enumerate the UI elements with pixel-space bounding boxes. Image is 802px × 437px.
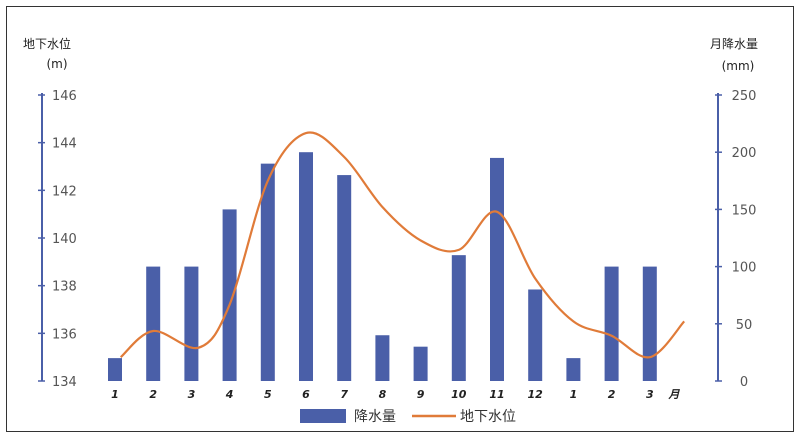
bar [337,175,352,381]
bar [490,157,504,381]
bar [604,266,619,381]
x-axis-tick-label: 4 [225,388,234,401]
legend-bar-swatch [300,409,346,423]
bar [528,289,543,381]
chart-frame [6,6,794,432]
x-axis-tick-label: 10 [451,388,467,401]
x-axis-tick-label: 6 [302,388,310,401]
bar [184,266,199,381]
right-axis-tick-label: 0 [740,375,748,390]
bar [413,346,428,381]
left-axis-tick-label: 138 [52,280,77,295]
legend-line-label: 地下水位 [460,409,516,425]
bar [108,358,122,381]
left-axis-tick-label: 140 [52,232,77,247]
bar [260,163,275,381]
right-axis-tick-label: 150 [732,203,757,218]
line-series [119,131,686,359]
x-axis-tick-label: 9 [417,388,425,401]
x-axis-tick-label: 2 [608,388,616,401]
x-axis-tick-label: 11 [489,388,504,401]
bar [566,358,581,381]
right-axis-tick-label: 100 [732,261,757,276]
groundwater-line [119,131,686,359]
right-axis-tick-label: 50 [736,318,753,333]
right-axis-tick-label: 200 [732,146,757,161]
bar [222,209,237,381]
bar [642,266,657,381]
bar [299,152,313,381]
right-axis: 月降水量 (mm) 0 50 100 150 200 250 [710,37,758,390]
left-axis-unit: (m) [46,57,67,71]
x-axis-tick-label: 3 [646,388,654,401]
right-axis-title: 月降水量 [710,37,758,51]
left-axis-tick-label: 142 [52,184,77,199]
x-axis-labels: 1 2 3 4 5 6 7 8 9 10 11 12 1 2 3 月 [111,388,680,401]
x-axis-tick-label: 7 [340,388,348,401]
x-axis-tick-label: 12 [528,388,544,401]
right-axis-tick-label: 250 [732,89,757,104]
bar-series [108,152,657,381]
left-axis-tick-label: 146 [52,89,77,104]
x-axis-tick-label: 5 [264,388,272,401]
x-axis-tick-label: 8 [379,388,387,401]
bar [375,335,390,381]
legend: 降水量 地下水位 [300,409,516,425]
left-axis: 地下水位 (m) 134 136 138 140 142 144 146 [23,36,77,390]
x-axis-unit: 月 [668,388,681,401]
x-axis-tick-label: 3 [188,388,196,401]
x-axis-tick-label: 2 [149,388,157,401]
left-axis-tick-label: 134 [52,375,77,390]
bar [451,255,466,381]
legend-bar-label: 降水量 [354,409,396,425]
left-axis-tick-label: 136 [52,327,77,342]
left-axis-tick-label: 144 [52,137,77,152]
x-axis-tick-label: 1 [111,388,119,401]
x-axis-tick-label: 1 [570,388,578,401]
right-axis-unit: (mm) [722,59,755,73]
bar [146,266,161,381]
left-axis-title: 地下水位 [23,36,71,51]
